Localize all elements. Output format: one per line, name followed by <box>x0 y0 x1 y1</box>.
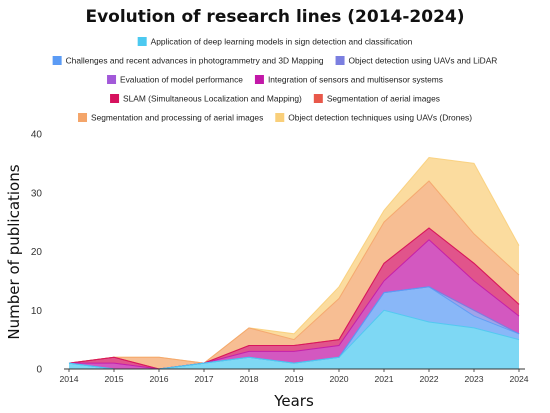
x-tick-label: 2016 <box>149 374 168 384</box>
area-line-5 <box>68 227 520 370</box>
legend-swatch <box>52 56 62 65</box>
y-axis-label: Number of publications <box>5 164 23 339</box>
legend-swatch <box>254 75 264 84</box>
y-tick-label: 30 <box>31 188 43 199</box>
legend: Application of deep learning models in s… <box>52 37 498 123</box>
chart-title: Evolution of research lines (2014-2024) <box>85 7 464 27</box>
legend-label: Object detection using UAVs and LiDAR <box>349 56 498 66</box>
y-tick-label: 0 <box>36 365 42 376</box>
y-tick-label: 10 <box>31 306 43 317</box>
x-tick-label: 2018 <box>239 374 258 384</box>
x-tick-label: 2024 <box>509 374 528 384</box>
legend-label: SLAM (Simultaneous Localization and Mapp… <box>123 94 302 104</box>
area-line-7 <box>68 180 520 364</box>
legend-swatch <box>335 56 345 65</box>
plot-areas <box>68 156 520 370</box>
area-1 <box>69 286 519 369</box>
area-4 <box>69 239 519 369</box>
legend-swatch <box>275 113 285 122</box>
legend-swatch <box>110 94 120 103</box>
area-7 <box>69 181 519 369</box>
legend-label: Segmentation and processing of aerial im… <box>91 113 263 123</box>
x-tick-label: 2021 <box>374 374 393 384</box>
axes: 2014 2015 2016 2017 2018 2019 2020 2021 2022 2023… <box>31 130 529 385</box>
legend-label: Segmentation of aerial images <box>327 94 440 104</box>
x-tick-label: 2014 <box>59 374 78 384</box>
y-tick-label: 40 <box>31 130 43 141</box>
legend-label: Application of deep learning models in s… <box>151 37 413 47</box>
legend-label: Integration of sensors and multisensor s… <box>268 75 443 85</box>
legend-label: Challenges and recent advances in photog… <box>66 56 324 66</box>
legend-label: Evaluation of model performance <box>120 75 243 85</box>
legend-swatch <box>78 113 88 122</box>
x-tick-label: 2015 <box>104 374 123 384</box>
x-tick-label: 2022 <box>419 374 438 384</box>
legend-swatch <box>107 75 117 84</box>
legend-label: Object detection techniques using UAVs (… <box>288 113 472 123</box>
legend-swatch <box>137 37 147 46</box>
x-tick-label: 2023 <box>464 374 483 384</box>
area-8 <box>69 157 519 364</box>
x-tick-label: 2019 <box>284 374 303 384</box>
y-tick-label: 20 <box>31 247 43 258</box>
area-line-4 <box>69 239 520 370</box>
area-0 <box>69 310 519 369</box>
x-axis-label: Years <box>273 392 314 410</box>
x-tick-label: 2020 <box>329 374 348 384</box>
legend-swatch <box>313 94 323 103</box>
x-tick-label: 2017 <box>194 374 213 384</box>
